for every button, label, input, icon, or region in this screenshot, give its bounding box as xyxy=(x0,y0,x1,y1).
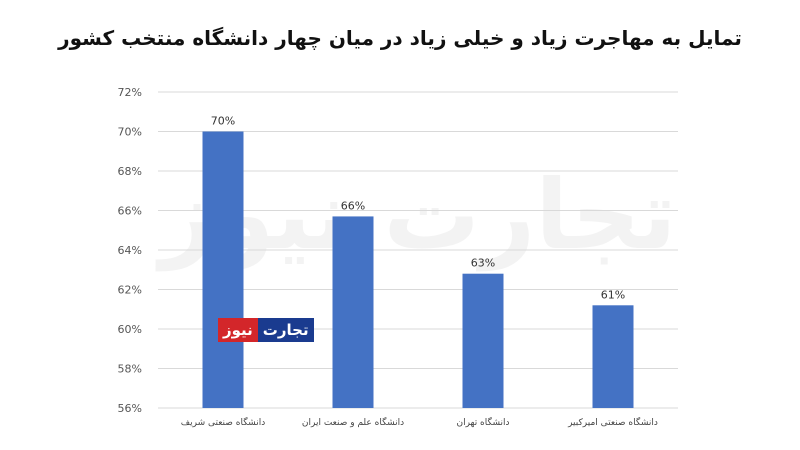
bar xyxy=(462,273,504,408)
x-tick-label: دانشگاه علم و صنعت ایران xyxy=(302,416,404,428)
bar xyxy=(202,131,244,408)
data-label: 66% xyxy=(341,199,365,212)
brand-logo: تجارت نیوز xyxy=(218,318,314,342)
y-axis: 56% 58% 60% 62% 64% 66% 68% 70% 72% xyxy=(118,86,142,415)
y-tick-label: 62% xyxy=(118,284,142,297)
logo-part-a: تجارت xyxy=(257,318,314,342)
x-tick-label: دانشگاه صنعتی امیرکبیر xyxy=(567,416,658,428)
data-label: 61% xyxy=(601,288,625,301)
y-tick-label: 68% xyxy=(118,165,142,178)
x-axis: دانشگاه صنعتی شریف دانشگاه علم و صنعت ایر… xyxy=(181,416,658,428)
x-tick-label: دانشگاه صنعتی شریف xyxy=(181,416,265,428)
data-label: 63% xyxy=(471,257,495,270)
y-tick-label: 72% xyxy=(118,86,142,99)
bar xyxy=(592,305,634,408)
logo-part-b: نیوز xyxy=(218,318,258,342)
y-tick-label: 70% xyxy=(118,126,142,139)
bar xyxy=(332,216,374,408)
y-tick-label: 60% xyxy=(118,323,142,336)
bars xyxy=(202,131,634,408)
y-tick-label: 56% xyxy=(118,402,142,415)
x-tick-label: دانشگاه تهران xyxy=(456,416,509,428)
data-label: 70% xyxy=(211,115,235,128)
chart-title: تمایل به مهاجرت زیاد و خیلی زیاد در میان… xyxy=(58,26,742,50)
y-tick-label: 64% xyxy=(118,244,142,257)
data-labels: 70% 66% 63% 61% xyxy=(211,115,625,302)
y-tick-label: 66% xyxy=(118,205,142,218)
gridlines xyxy=(158,91,678,409)
y-tick-label: 58% xyxy=(118,363,142,376)
